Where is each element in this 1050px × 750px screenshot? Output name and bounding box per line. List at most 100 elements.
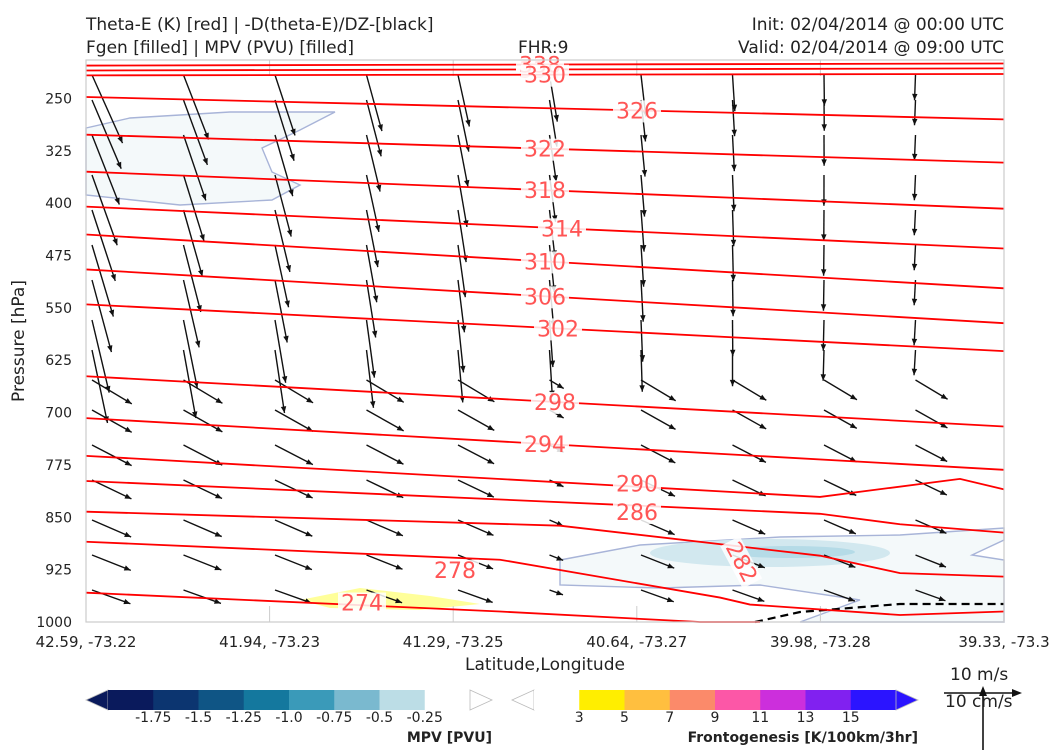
gradient-arrow — [366, 379, 405, 403]
arrow-head — [375, 184, 382, 192]
arrow-head — [938, 562, 946, 568]
arrow-head — [668, 457, 676, 463]
gradient-arrow — [91, 444, 132, 467]
gradient-arrow — [366, 554, 403, 570]
arrow-head — [281, 375, 288, 383]
arrow-head — [290, 128, 296, 136]
gradient-arrow — [365, 74, 383, 132]
gradient-arrow — [182, 244, 202, 313]
arrow-head — [487, 424, 495, 431]
gradient-arrow — [183, 379, 223, 404]
gradient-arrow — [457, 244, 466, 298]
colorbar-tick-label: -0.25 — [407, 710, 443, 726]
arrow-head — [283, 335, 289, 343]
arrow-head — [911, 153, 918, 161]
gradient-arrow — [640, 174, 646, 217]
arrow-head — [124, 398, 132, 404]
arrow-head — [214, 565, 222, 571]
colorbar-end-left — [85, 689, 109, 711]
arrow-head — [306, 397, 314, 403]
gradient-arrow — [457, 319, 465, 373]
gradient-arrow — [182, 209, 204, 277]
arrow-head — [374, 224, 381, 232]
arrow-head — [911, 298, 918, 306]
arrow-head — [213, 598, 221, 604]
arrow-head — [667, 529, 675, 535]
y-tick-label: 1000 — [36, 615, 72, 631]
arrow-head — [911, 263, 918, 271]
colorbar-tick-label: 5 — [620, 710, 629, 726]
colorbar-tick-label: 7 — [665, 710, 674, 726]
gradient-arrow — [183, 479, 223, 500]
gradient-arrow — [640, 409, 676, 431]
arrow-head — [666, 596, 674, 603]
gradient-arrow — [274, 134, 294, 197]
contour-label-bg — [338, 592, 386, 615]
gradient-arrow — [91, 554, 132, 571]
arrow-head — [757, 596, 765, 602]
arrow-head — [940, 422, 948, 428]
arrow-head — [820, 374, 827, 381]
arrow-head — [460, 325, 467, 333]
colorbar-label: MPV [PVU] — [407, 730, 492, 746]
arrow-head — [758, 456, 766, 463]
arrow-head — [731, 129, 737, 137]
arrow-head — [757, 562, 765, 568]
arrow-head — [396, 396, 404, 403]
gradient-arrow — [457, 349, 464, 403]
y-tick-label: 250 — [45, 91, 72, 107]
arrow-head — [555, 590, 563, 596]
gradient-arrow — [365, 99, 382, 157]
valid-time: Valid: 02/04/2014 @ 09:00 UTC — [738, 38, 1004, 58]
arrow-head — [847, 596, 855, 602]
contour-label-290: 290 — [616, 472, 658, 497]
arrow-head — [199, 234, 205, 242]
colorbar-tick-label: -1.5 — [185, 710, 212, 726]
contour-label-310: 310 — [524, 250, 566, 275]
gradient-arrow — [182, 99, 209, 166]
arrow-head — [911, 338, 918, 346]
contour-label-318: 318 — [524, 179, 566, 204]
arrow-head — [112, 238, 118, 246]
arrow-head — [289, 153, 295, 161]
theta-e-contour-278 — [85, 540, 1005, 616]
arrow-head — [758, 529, 766, 535]
arrow-head — [821, 159, 827, 166]
contour-label-314: 314 — [541, 217, 583, 242]
arrow-head — [285, 265, 292, 272]
arrow-head — [556, 555, 564, 561]
arrow-head — [552, 174, 559, 182]
colorbar-tick-label: -1.75 — [135, 710, 171, 726]
contour-label-330: 330 — [524, 64, 566, 89]
plot-frame — [85, 59, 1005, 623]
gradient-arrow — [274, 589, 312, 604]
gradient-arrow — [274, 519, 313, 537]
arrow-head — [198, 269, 204, 277]
arrow-head — [395, 564, 403, 570]
x-tick-label: 39.33, -73.3 — [958, 633, 1049, 651]
gradient-arrow — [91, 379, 133, 405]
contour-label-306: 306 — [524, 285, 566, 310]
gradient-arrow — [274, 349, 286, 414]
gradient-arrow — [91, 209, 116, 282]
contour-label-bg — [720, 535, 763, 589]
ref-vector-h-head — [1012, 689, 1022, 697]
arrow-head — [939, 528, 947, 534]
contour-label-298: 298 — [534, 391, 576, 416]
forecast-hour: FHR:9 — [518, 38, 569, 58]
gradient-arrow — [183, 409, 223, 433]
arrow-head — [642, 134, 648, 142]
gradient-arrow — [457, 409, 495, 431]
colorbar-swatch — [850, 690, 897, 710]
gradient-arrow — [366, 519, 404, 537]
gradient-arrow — [182, 279, 200, 348]
gradient-arrow — [365, 319, 376, 378]
gradient-arrow — [182, 174, 205, 242]
y-axis-label: Pressure [hPa] — [9, 280, 29, 402]
contour-label-274: 274 — [341, 592, 383, 617]
dashed-contour — [754, 602, 1004, 624]
colorbar-swatch — [198, 690, 245, 710]
colorbar-swatch — [534, 690, 580, 710]
arrow-head — [465, 119, 471, 127]
contour-label-bg — [521, 180, 569, 203]
